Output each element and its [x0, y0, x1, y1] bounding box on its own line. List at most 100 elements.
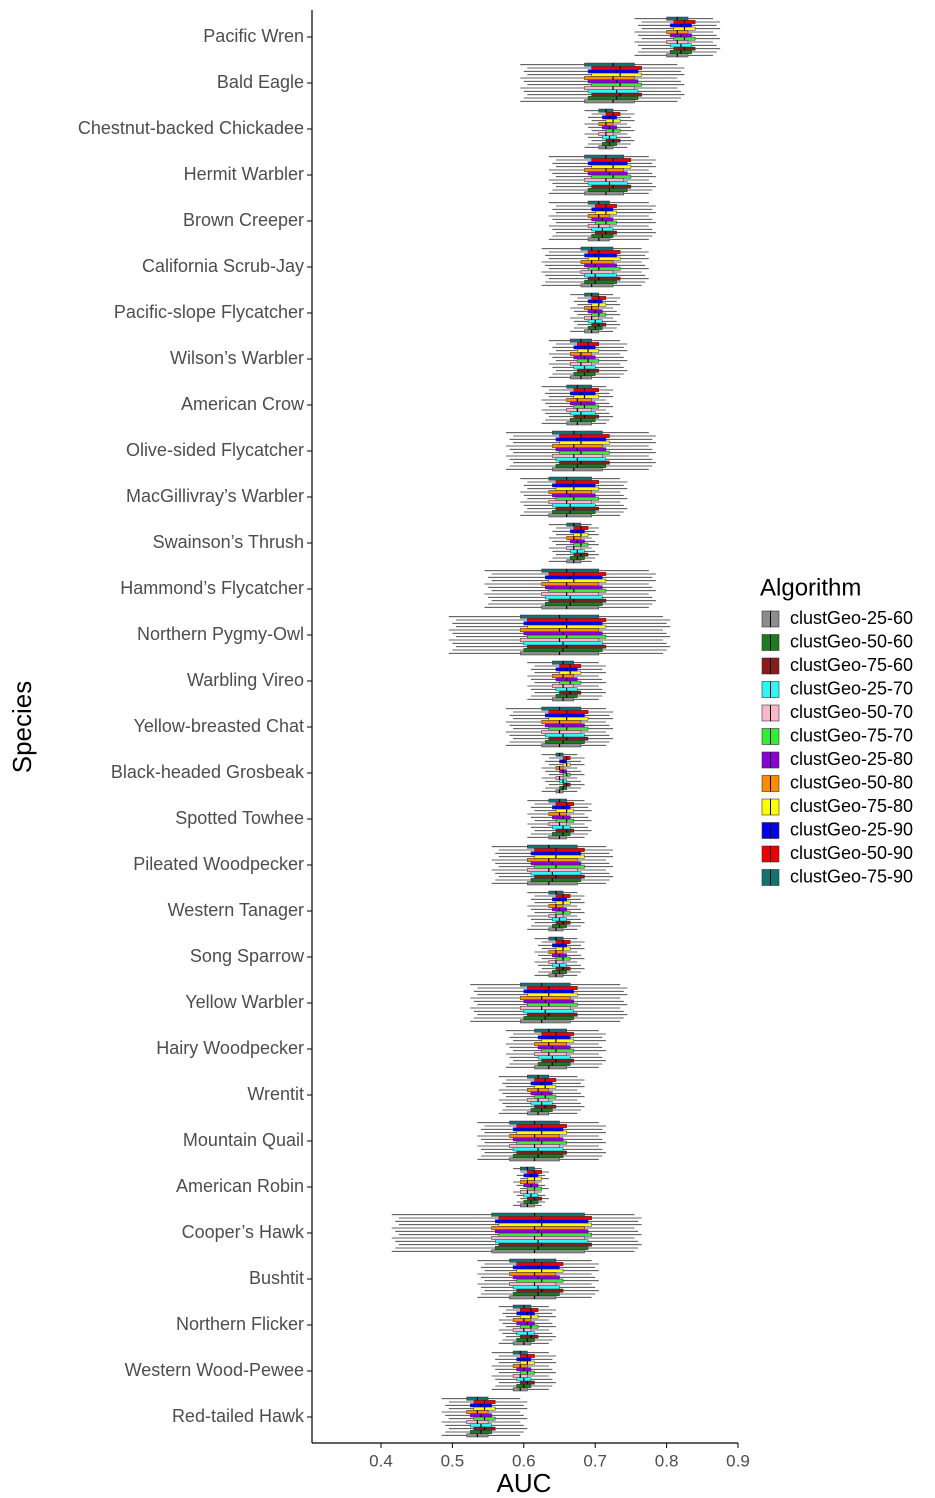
box [573, 404, 600, 409]
legend-label: clustGeo-50-70 [790, 702, 913, 722]
box [534, 854, 585, 859]
legend-label: clustGeo-50-80 [790, 772, 913, 792]
box [537, 1045, 571, 1050]
box [530, 878, 582, 882]
box [541, 1048, 575, 1053]
box [555, 486, 600, 491]
box [509, 1258, 557, 1263]
box [587, 250, 621, 254]
x-axis-title: AUC [497, 1468, 552, 1498]
box [541, 1038, 575, 1043]
box [527, 1002, 578, 1007]
box [512, 1292, 560, 1296]
y-tick-label: American Robin [176, 1176, 304, 1196]
box [519, 996, 571, 1000]
y-tick-label: Mountain Quail [183, 1130, 304, 1150]
box [519, 1308, 539, 1312]
box [587, 69, 639, 74]
box [537, 1062, 571, 1066]
box [527, 881, 578, 886]
box [555, 437, 607, 442]
y-tick-label: Yellow Warbler [185, 992, 304, 1012]
box [548, 598, 607, 603]
x-tick-label: 0.8 [655, 1451, 679, 1470]
box [530, 871, 582, 876]
box [552, 832, 571, 836]
box [498, 1216, 592, 1220]
box [587, 171, 628, 176]
box [494, 1239, 589, 1244]
box [555, 802, 575, 806]
box [516, 1321, 535, 1326]
box [587, 79, 639, 84]
y-tick-label: Northern Pygmy-Owl [137, 624, 304, 644]
box [519, 1019, 571, 1024]
box [519, 1314, 539, 1319]
box [512, 1304, 532, 1309]
box [534, 848, 585, 852]
box [584, 154, 625, 159]
box [541, 743, 582, 748]
box [587, 256, 621, 261]
box [555, 506, 600, 511]
box [580, 260, 614, 264]
box [559, 450, 610, 455]
y-tick-label: Wilson’s Warbler [170, 348, 304, 368]
y-tick-label: Pileated Woodpecker [133, 854, 304, 874]
box [552, 510, 596, 514]
y-tick-label: Pacific-slope Flycatcher [114, 302, 304, 322]
box [587, 161, 628, 166]
box [516, 1262, 564, 1266]
box [559, 460, 610, 465]
box [534, 1042, 567, 1046]
box [541, 592, 600, 596]
box [534, 1028, 567, 1033]
y-tick-label: Hammond’s Flycatcher [120, 578, 304, 598]
legend-label: clustGeo-25-70 [790, 678, 913, 698]
box [584, 168, 625, 172]
y-tick-label: Western Tanager [168, 900, 304, 920]
box [555, 808, 575, 813]
legend-label: clustGeo-75-60 [790, 655, 913, 675]
box [584, 99, 635, 104]
box [552, 493, 596, 498]
box [566, 408, 592, 412]
box [580, 270, 614, 274]
y-tick-label: Yellow-breasted Chat [134, 716, 304, 736]
box [534, 864, 585, 869]
box [544, 575, 603, 580]
box [516, 1288, 564, 1293]
box [569, 401, 596, 406]
box [548, 476, 592, 481]
box [537, 1055, 571, 1060]
y-tick-label: Western Wood-Pewee [125, 1360, 304, 1380]
y-tick-label: Hermit Warbler [184, 164, 304, 184]
box [555, 828, 575, 833]
box [555, 480, 600, 484]
legend-label: clustGeo-75-70 [790, 725, 913, 745]
y-tick-label: Hairy Woodpecker [156, 1038, 304, 1058]
box [584, 178, 625, 182]
box [491, 1249, 585, 1254]
box [516, 1311, 535, 1316]
box [555, 447, 607, 452]
box [541, 582, 600, 586]
box [580, 283, 614, 288]
y-axis-title: Species [7, 681, 37, 774]
box [584, 280, 617, 284]
box [509, 1295, 557, 1300]
box [587, 96, 639, 100]
box [498, 1242, 592, 1247]
y-tick-label: Red-tailed Hawk [172, 1406, 305, 1426]
x-tick-label: 0.5 [441, 1451, 465, 1470]
box [494, 1246, 589, 1250]
box [566, 421, 592, 426]
box [580, 246, 614, 251]
box [523, 1009, 575, 1014]
box [591, 184, 632, 189]
box [541, 720, 582, 724]
legend-label: clustGeo-25-90 [790, 819, 913, 839]
box [587, 266, 621, 271]
box [527, 858, 578, 862]
